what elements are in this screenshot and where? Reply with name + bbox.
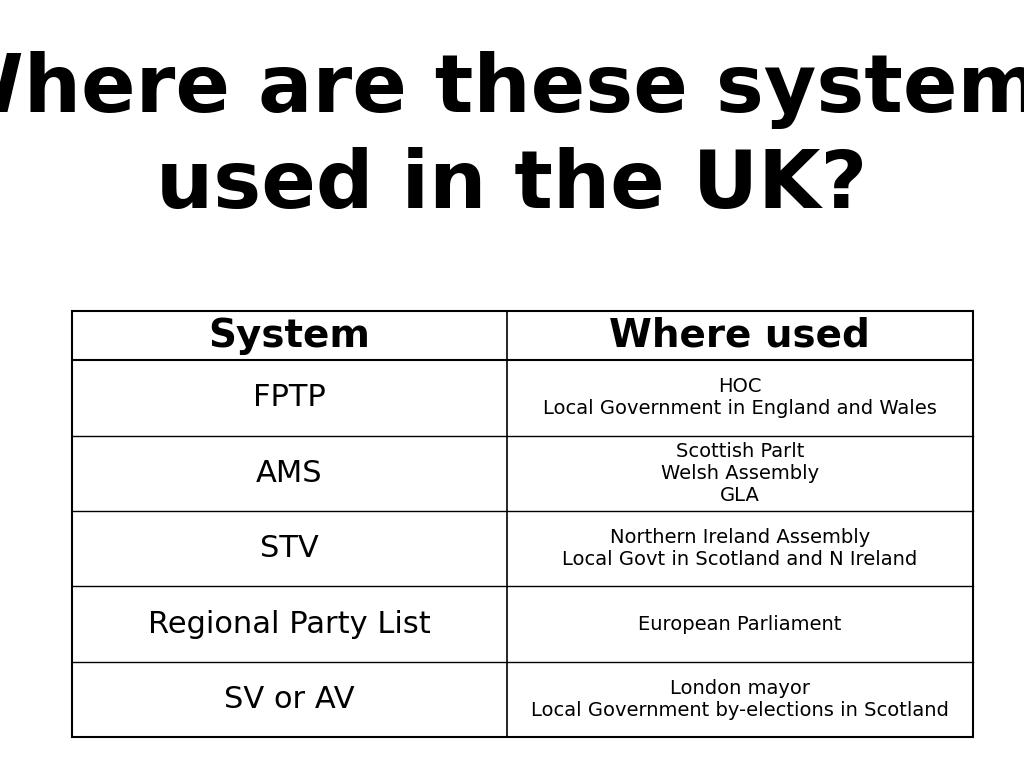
Text: FPTP: FPTP <box>253 383 326 412</box>
Text: System: System <box>208 316 371 355</box>
Text: Scottish Parlt
Welsh Assembly
GLA: Scottish Parlt Welsh Assembly GLA <box>660 442 819 505</box>
Text: Where are these systems
used in the UK?: Where are these systems used in the UK? <box>0 51 1024 225</box>
Text: London mayor
Local Government by-elections in Scotland: London mayor Local Government by-electio… <box>530 679 949 720</box>
Text: Regional Party List: Regional Party List <box>147 610 431 639</box>
Text: HOC
Local Government in England and Wales: HOC Local Government in England and Wale… <box>543 377 937 419</box>
Bar <box>72 311 973 737</box>
Text: STV: STV <box>260 535 318 563</box>
Text: Where used: Where used <box>609 316 870 355</box>
Text: Northern Ireland Assembly
Local Govt in Scotland and N Ireland: Northern Ireland Assembly Local Govt in … <box>562 528 918 569</box>
Text: European Parliament: European Parliament <box>638 614 842 634</box>
Text: AMS: AMS <box>256 458 323 488</box>
Text: SV or AV: SV or AV <box>224 685 354 714</box>
